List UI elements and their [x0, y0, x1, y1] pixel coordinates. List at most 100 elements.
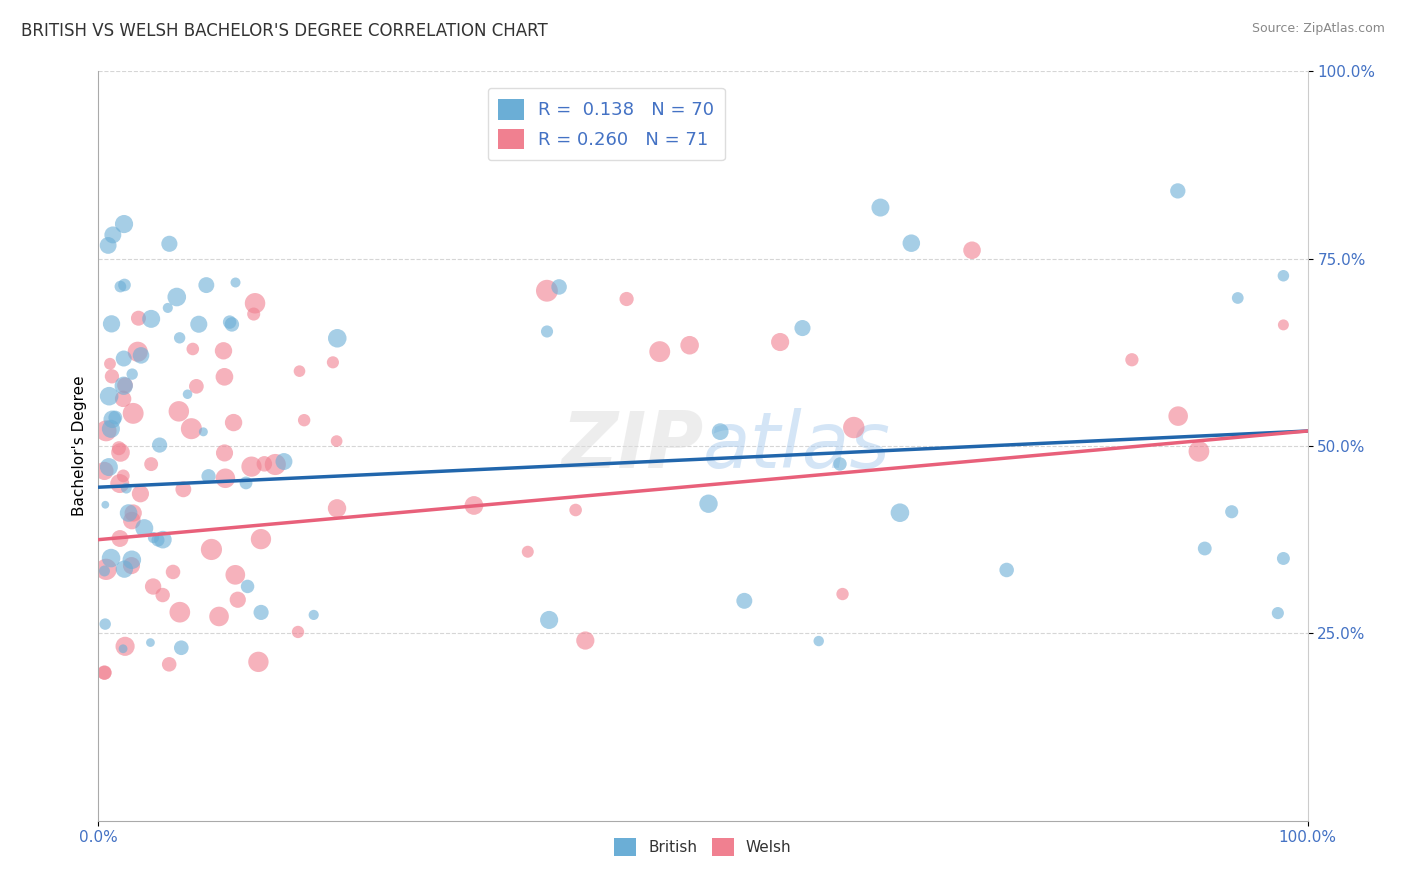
Point	[101, 369, 124, 384]
Point	[292, 413, 315, 427]
Point	[117, 506, 139, 520]
Point	[516, 545, 538, 559]
Point	[264, 458, 287, 472]
Point	[152, 588, 174, 602]
Point	[112, 562, 135, 576]
Point	[250, 606, 273, 620]
Point	[995, 563, 1018, 577]
Point	[94, 498, 117, 512]
Point	[1272, 268, 1295, 283]
Point	[129, 348, 152, 362]
Point	[93, 665, 115, 680]
Point	[769, 334, 792, 349]
Point	[149, 438, 172, 452]
Point	[792, 321, 814, 335]
Point	[139, 635, 162, 649]
Point	[166, 290, 188, 304]
Point	[900, 236, 922, 251]
Point	[121, 558, 143, 573]
Point	[1188, 444, 1211, 458]
Point	[98, 389, 121, 403]
Point	[94, 617, 117, 632]
Point	[162, 565, 184, 579]
Point	[134, 521, 156, 535]
Point	[112, 392, 135, 406]
Point	[172, 483, 194, 497]
Point	[169, 331, 191, 345]
Point	[108, 476, 131, 491]
Point	[733, 594, 755, 608]
Point	[93, 564, 115, 578]
Point	[242, 307, 264, 321]
Point	[548, 280, 571, 294]
Text: BRITISH VS WELSH BACHELOR'S DEGREE CORRELATION CHART: BRITISH VS WELSH BACHELOR'S DEGREE CORRE…	[21, 22, 548, 40]
Point	[697, 497, 720, 511]
Point	[146, 533, 169, 548]
Point	[121, 367, 143, 381]
Legend: British, Welsh: British, Welsh	[609, 832, 797, 862]
Point	[101, 412, 124, 426]
Point	[1267, 606, 1289, 620]
Point	[114, 640, 136, 654]
Point	[1167, 409, 1189, 423]
Text: Source: ZipAtlas.com: Source: ZipAtlas.com	[1251, 22, 1385, 36]
Point	[536, 284, 558, 298]
Point	[127, 311, 149, 326]
Point	[108, 532, 131, 546]
Point	[100, 422, 122, 436]
Point	[100, 317, 122, 331]
Point	[221, 318, 243, 332]
Point	[828, 457, 851, 471]
Point	[122, 406, 145, 420]
Point	[869, 201, 891, 215]
Point	[110, 279, 132, 293]
Point	[536, 325, 558, 339]
Point	[1226, 291, 1249, 305]
Point	[97, 460, 120, 475]
Point	[129, 487, 152, 501]
Point	[104, 410, 127, 425]
Point	[176, 387, 198, 401]
Point	[648, 344, 671, 359]
Point	[842, 420, 865, 434]
Point	[114, 277, 136, 292]
Point	[114, 378, 136, 392]
Point	[709, 425, 731, 439]
Point	[96, 562, 118, 576]
Point	[112, 217, 135, 231]
Point	[127, 344, 149, 359]
Point	[678, 338, 700, 352]
Point	[322, 355, 344, 369]
Point	[226, 592, 249, 607]
Point	[121, 553, 143, 567]
Point	[225, 276, 247, 290]
Point	[157, 657, 180, 672]
Point	[288, 364, 311, 378]
Point	[169, 605, 191, 619]
Point	[214, 369, 236, 384]
Point	[253, 457, 276, 471]
Point	[115, 481, 138, 495]
Point	[93, 464, 115, 478]
Point	[101, 227, 124, 242]
Point	[167, 404, 190, 418]
Point	[141, 311, 163, 326]
Point	[157, 236, 180, 251]
Point	[1121, 352, 1143, 367]
Point	[1272, 318, 1295, 332]
Point	[214, 471, 236, 485]
Point	[224, 567, 246, 582]
Point	[112, 641, 135, 656]
Point	[181, 342, 204, 356]
Point	[97, 238, 120, 252]
Point	[170, 640, 193, 655]
Point	[193, 425, 215, 439]
Point	[960, 244, 983, 258]
Point	[142, 531, 165, 545]
Point	[1194, 541, 1216, 556]
Point	[236, 579, 259, 593]
Point	[121, 514, 143, 528]
Point	[218, 315, 240, 329]
Point	[831, 587, 853, 601]
Point	[187, 317, 209, 331]
